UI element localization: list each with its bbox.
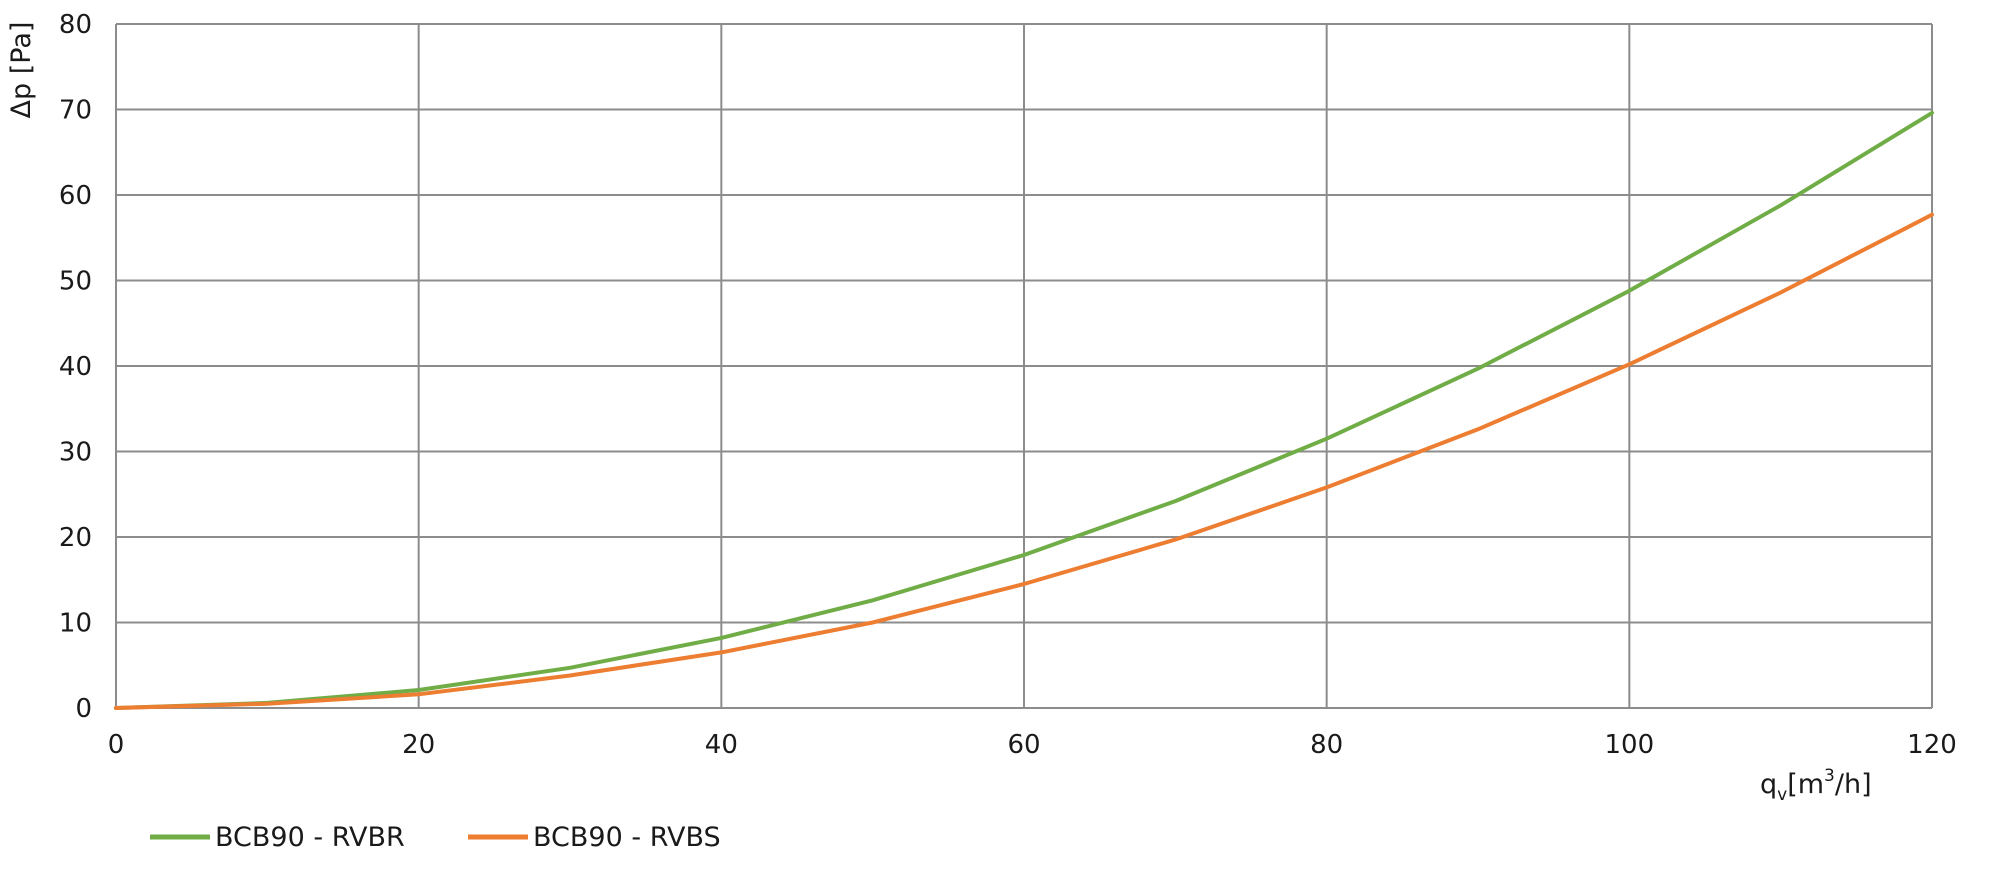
x-tick-label: 20 (402, 730, 435, 760)
y-tick-label: 20 (59, 523, 92, 553)
y-tick-label: 50 (59, 267, 92, 297)
y-tick-label: 80 (59, 10, 92, 40)
legend-item-0: BCB90 - RVBR (150, 822, 405, 853)
grid (115, 23, 1933, 709)
x-tick-label: 40 (705, 730, 738, 760)
series-line-1 (114, 212, 1934, 710)
y-tick-label: 60 (59, 181, 92, 211)
x-tick-label: 0 (108, 730, 125, 760)
legend-label: BCB90 - RVBS (533, 822, 721, 853)
x-tick-label: 100 (1605, 730, 1655, 760)
legend-label: BCB90 - RVBR (215, 822, 405, 853)
x-axis-ticks: 0 20 40 60 80 100 120 (108, 730, 1957, 760)
x-tick-label: 80 (1310, 730, 1343, 760)
y-tick-label: 10 (59, 609, 92, 639)
x-tick-label: 120 (1907, 730, 1957, 760)
y-tick-label: 0 (75, 694, 92, 724)
legend-item-1: BCB90 - RVBS (468, 822, 721, 853)
x-axis-label: qv[m3/h] (1760, 766, 1872, 805)
y-axis-label: Δp [Pa] (6, 22, 37, 119)
x-tick-label: 60 (1007, 730, 1040, 760)
series-layer (114, 110, 1934, 710)
series-line-0 (114, 110, 1934, 710)
y-tick-label: 40 (59, 352, 92, 382)
y-axis-ticks: 0 10 20 30 40 50 60 70 80 (59, 10, 92, 724)
y-tick-label: 70 (59, 96, 92, 126)
legend: BCB90 - RVBR BCB90 - RVBS (150, 822, 721, 853)
y-tick-label: 30 (59, 438, 92, 468)
